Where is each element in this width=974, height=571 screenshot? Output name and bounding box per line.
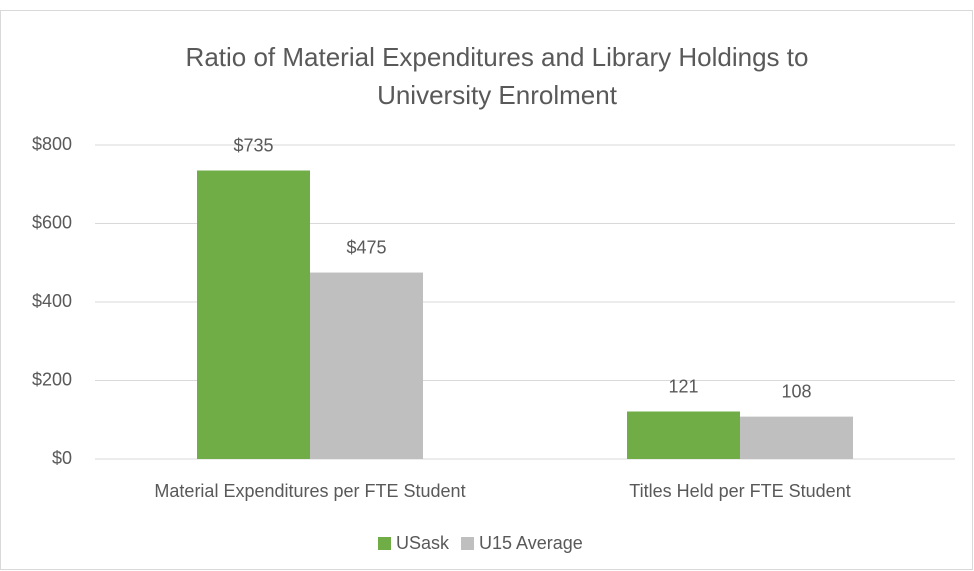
- data-label: $735: [233, 135, 273, 155]
- x-tick-label: Titles Held per FTE Student: [629, 481, 850, 501]
- legend-swatch: [461, 537, 475, 550]
- data-label: $475: [346, 237, 386, 257]
- legend-swatch: [378, 537, 391, 550]
- y-tick-label: $200: [32, 369, 72, 389]
- bar: [197, 170, 310, 459]
- data-label: 121: [668, 376, 698, 396]
- chart-border: [0, 10, 973, 570]
- data-label: 108: [781, 381, 811, 401]
- bar: [740, 416, 853, 459]
- y-tick-label: $0: [52, 448, 72, 468]
- bar: [310, 272, 423, 459]
- chart-title: Ratio of Material Expenditures and Libra…: [185, 42, 809, 110]
- x-tick-label: Material Expenditures per FTE Student: [154, 481, 465, 501]
- y-tick-label: $800: [32, 134, 72, 154]
- bar: [627, 411, 740, 459]
- legend-label: U15 Average: [479, 533, 583, 553]
- legend-label: USask: [396, 533, 450, 553]
- y-tick-label: $600: [32, 212, 72, 232]
- y-tick-label: $400: [32, 291, 72, 311]
